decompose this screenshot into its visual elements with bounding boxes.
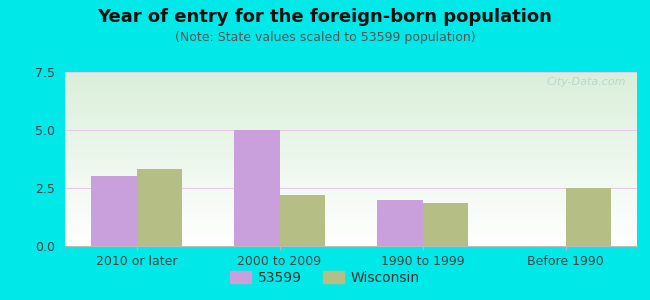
Text: City-Data.com: City-Data.com [546,77,625,87]
Bar [91,176,136,246]
Text: Year of entry for the foreign-born population: Year of entry for the foreign-born popul… [98,8,552,26]
Text: (Note: State values scaled to 53599 population): (Note: State values scaled to 53599 popu… [175,32,475,44]
Bar [280,195,325,246]
Bar [566,188,611,246]
Bar [422,203,468,246]
Bar [136,169,182,246]
Bar [377,200,423,246]
Bar [234,130,280,246]
Legend: 53599, Wisconsin: 53599, Wisconsin [225,265,425,290]
